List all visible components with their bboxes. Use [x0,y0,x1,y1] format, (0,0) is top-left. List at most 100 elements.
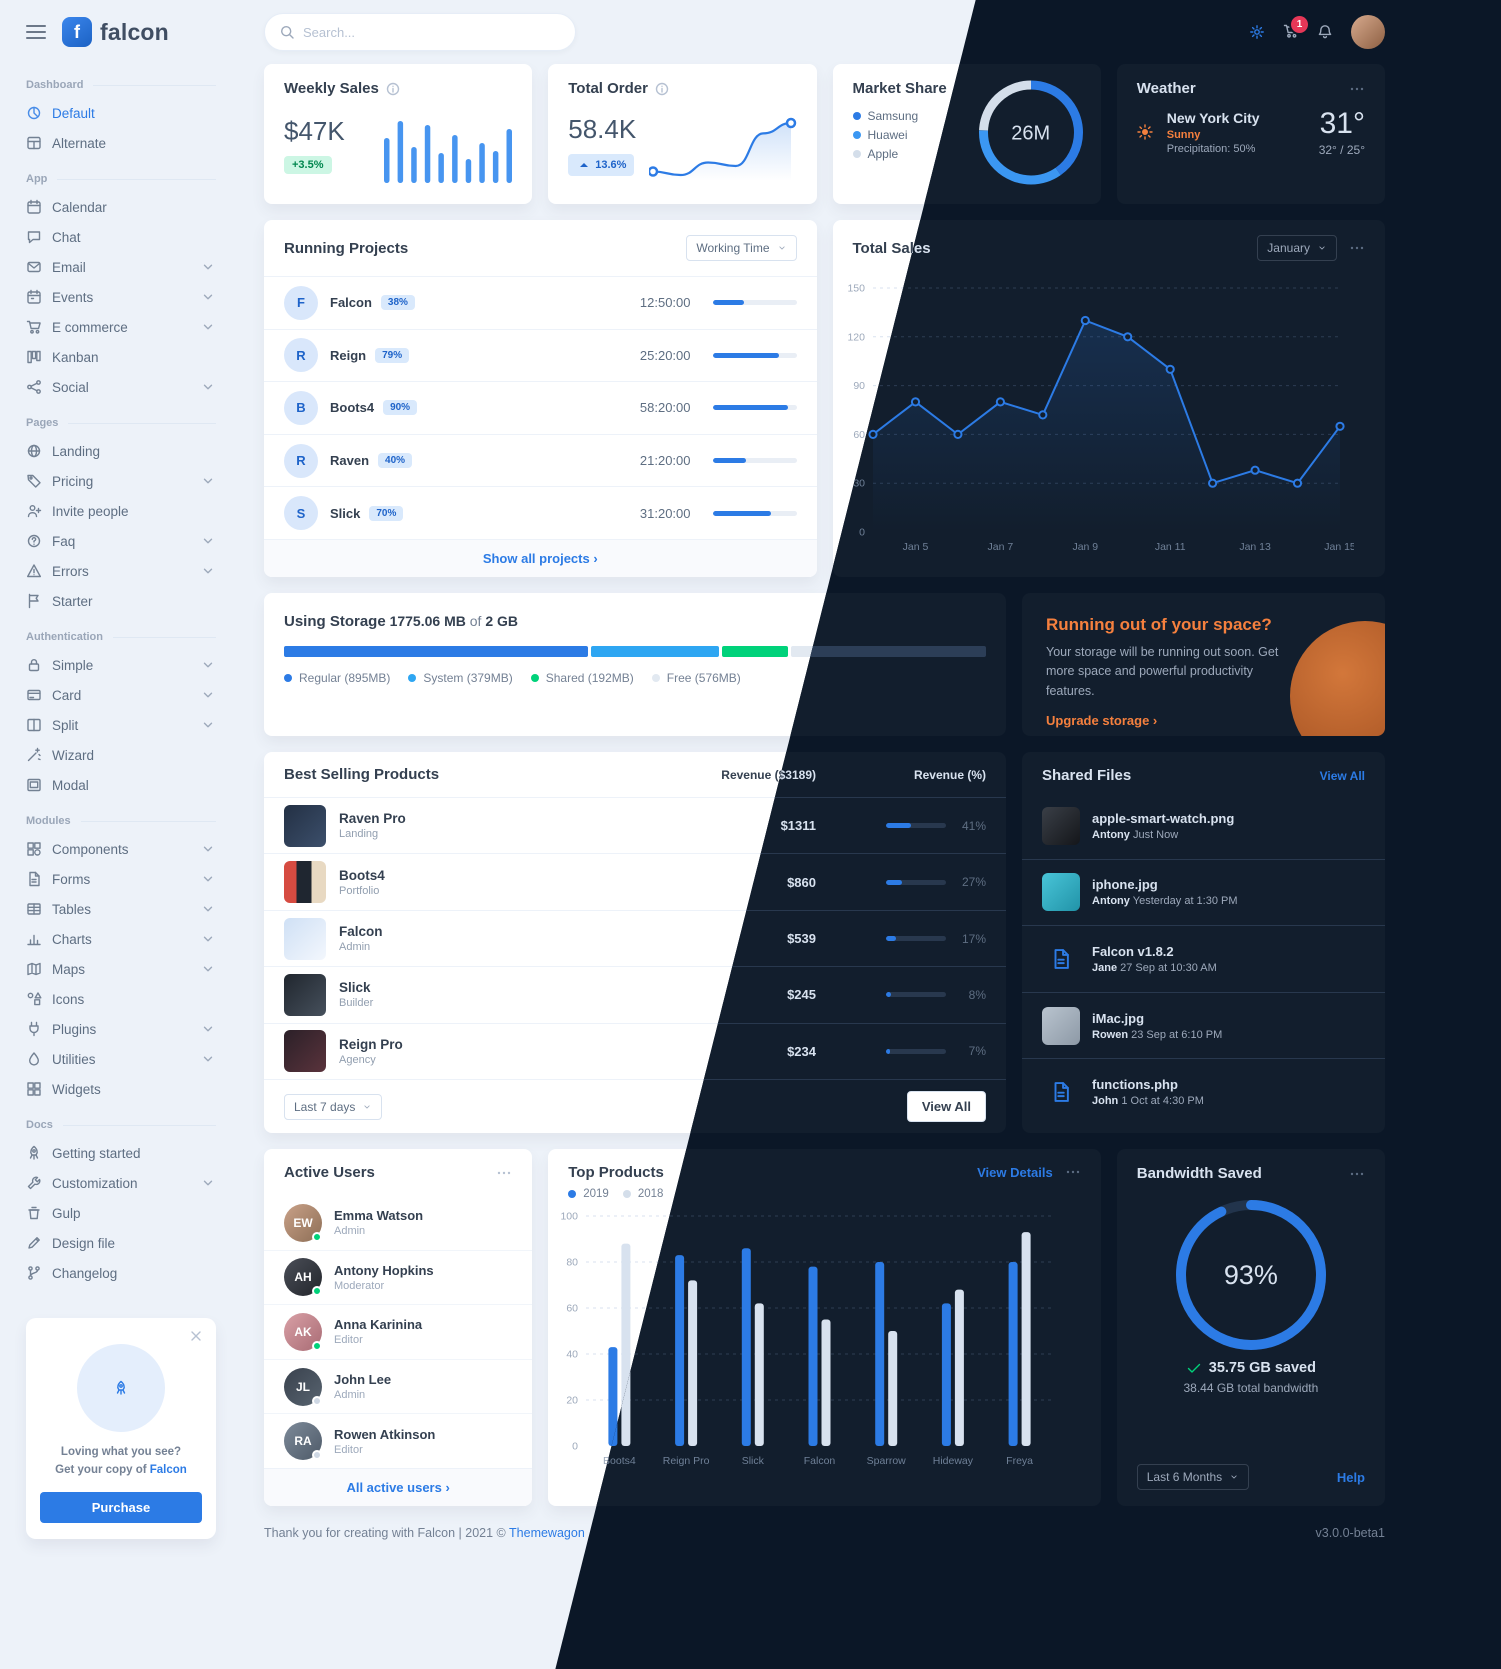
search-bar[interactable] [264,13,576,51]
product-name[interactable]: Boots4 [339,867,385,883]
close-icon[interactable] [188,1328,204,1344]
sidebar-item[interactable]: Default [26,98,216,128]
sidebar-item[interactable]: Chat [26,222,216,252]
card-menu-icon[interactable] [1349,1166,1365,1182]
sidebar-item[interactable]: Design file [26,1228,216,1258]
sidebar-item[interactable]: Starter [26,586,216,616]
sidebar-item[interactable]: Utilities [26,1044,216,1074]
list-item[interactable]: JL John Lee Admin [264,1358,533,1414]
sidebar-item[interactable]: Icons [26,984,216,1014]
notifications-bell-icon[interactable] [1317,24,1333,40]
sidebar-item[interactable]: Invite people [26,496,216,526]
card-menu-icon[interactable] [1065,1164,1081,1180]
sidebar-item[interactable]: Customization [26,1168,216,1198]
working-time-select[interactable]: Working Time [686,235,797,261]
view-all-button[interactable]: View All [906,1091,986,1122]
sidebar-item[interactable]: Split [26,710,216,740]
user-name[interactable]: John Lee [334,1372,392,1388]
list-item[interactable]: iMac.jpg Rowen 23 Sep at 6:10 PM [1022,991,1385,1059]
sidebar-item[interactable]: Pricing [26,466,216,496]
sidebar-item[interactable]: Plugins [26,1014,216,1044]
show-all-projects-link[interactable]: Show all projects [264,539,817,577]
product-category[interactable]: Portfolio [339,884,380,897]
sidebar-item[interactable]: Charts [26,924,216,954]
legend-item[interactable]: 2019 [568,1188,609,1200]
legend-item[interactable]: 2018 [622,1188,663,1200]
sidebar-item[interactable]: Tables [26,894,216,924]
sidebar-item[interactable]: Errors [26,556,216,586]
sidebar-item[interactable]: Events [26,282,216,312]
sidebar-item[interactable]: Faq [26,526,216,556]
month-select[interactable]: January [1257,235,1337,261]
sidebar-item[interactable]: Components [26,834,216,864]
sidebar-item[interactable]: Changelog [26,1258,216,1288]
file-name[interactable]: functions.php [1092,1077,1178,1093]
info-icon[interactable] [654,81,670,97]
period-select[interactable]: Last 6 Months [1136,1464,1250,1490]
product-category[interactable]: Builder [339,997,374,1010]
list-item[interactable]: apple-smart-watch.png Antony Just Now [1022,793,1385,859]
falcon-link[interactable]: Falcon [149,1463,187,1476]
product-name[interactable]: Reign Pro [339,1036,403,1052]
view-details-link[interactable]: View Details [977,1164,1053,1180]
themewagon-link[interactable]: Themewagon [509,1526,585,1540]
help-link[interactable]: Help [1336,1469,1365,1485]
sidebar-item[interactable]: Kanban [26,342,216,372]
view-all-link[interactable]: View All [1319,768,1365,783]
product-name[interactable]: Slick [339,980,371,996]
settings-gear-icon[interactable] [1249,24,1265,40]
list-item[interactable]: AH Antony Hopkins Moderator [264,1249,533,1305]
file-name[interactable]: iMac.jpg [1092,1010,1145,1026]
purchase-button[interactable]: Purchase [40,1491,202,1523]
sidebar-item[interactable]: Simple [26,650,216,680]
sidebar-item[interactable]: Modal [26,770,216,800]
info-icon[interactable] [385,81,401,97]
user-name[interactable]: Antony Hopkins [334,1262,434,1278]
card-menu-icon[interactable] [1349,81,1365,97]
user-name[interactable]: Anna Karinina [334,1317,423,1333]
sidebar-item[interactable]: Landing [26,436,216,466]
sidebar-item[interactable]: Email [26,252,216,282]
upgrade-storage-link[interactable]: Upgrade storage [1046,713,1157,728]
list-item[interactable]: EW Emma Watson Admin [264,1196,532,1250]
list-item[interactable]: AK Anna Karinina Editor [264,1304,533,1359]
list-item[interactable]: Falcon v1.8.2 Jane 27 Sep at 10:30 AM [1022,925,1385,992]
falcon-logo[interactable]: f falcon [62,17,169,47]
card-menu-icon[interactable] [496,1165,512,1181]
menu-toggle-icon[interactable] [26,21,46,43]
project-name[interactable]: Slick [330,505,361,521]
sidebar-item[interactable]: Widgets [26,1074,216,1104]
sidebar-item[interactable]: Card [26,680,216,710]
cart-button[interactable]: 1 [1283,15,1308,42]
card-menu-icon[interactable] [1349,240,1365,256]
sidebar-item[interactable]: E commerce [26,312,216,342]
user-name[interactable]: Emma Watson [334,1208,424,1224]
product-category[interactable]: Agency [339,1053,376,1066]
sidebar-item[interactable]: Forms [26,864,216,894]
list-item[interactable]: iphone.jpg Antony Yesterday at 1:30 PM [1022,858,1385,926]
user-name[interactable]: Rowen Atkinson [334,1426,436,1442]
file-name[interactable]: Falcon v1.8.2 [1092,943,1174,959]
file-name[interactable]: iphone.jpg [1092,877,1158,893]
product-name[interactable]: Raven Pro [339,811,406,827]
product-category[interactable]: Admin [339,941,371,954]
project-name[interactable]: Boots4 [330,400,375,416]
sidebar-item[interactable]: Maps [26,954,216,984]
date-range-select[interactable]: Last 7 days [284,1093,383,1120]
product-name[interactable]: Falcon [339,924,383,940]
project-name[interactable]: Reign [330,347,367,363]
sidebar-item[interactable]: Alternate [26,128,216,158]
sidebar-item[interactable]: Getting started [26,1138,216,1168]
project-name[interactable]: Falcon [330,295,372,311]
project-name[interactable]: Raven [330,453,370,469]
search-input[interactable] [303,24,561,40]
product-category[interactable]: Landing [339,828,379,841]
file-name[interactable]: apple-smart-watch.png [1092,810,1235,826]
list-item[interactable]: RA Rowen Atkinson Editor [264,1413,533,1468]
sidebar-item[interactable]: Social [26,372,216,402]
sidebar-item[interactable]: Wizard [26,740,216,770]
user-avatar[interactable] [1351,15,1385,49]
sidebar-item[interactable]: Gulp [26,1198,216,1228]
list-item[interactable]: functions.php John 1 Oct at 4:30 PM [1022,1058,1385,1125]
sidebar-item[interactable]: Calendar [26,192,216,222]
